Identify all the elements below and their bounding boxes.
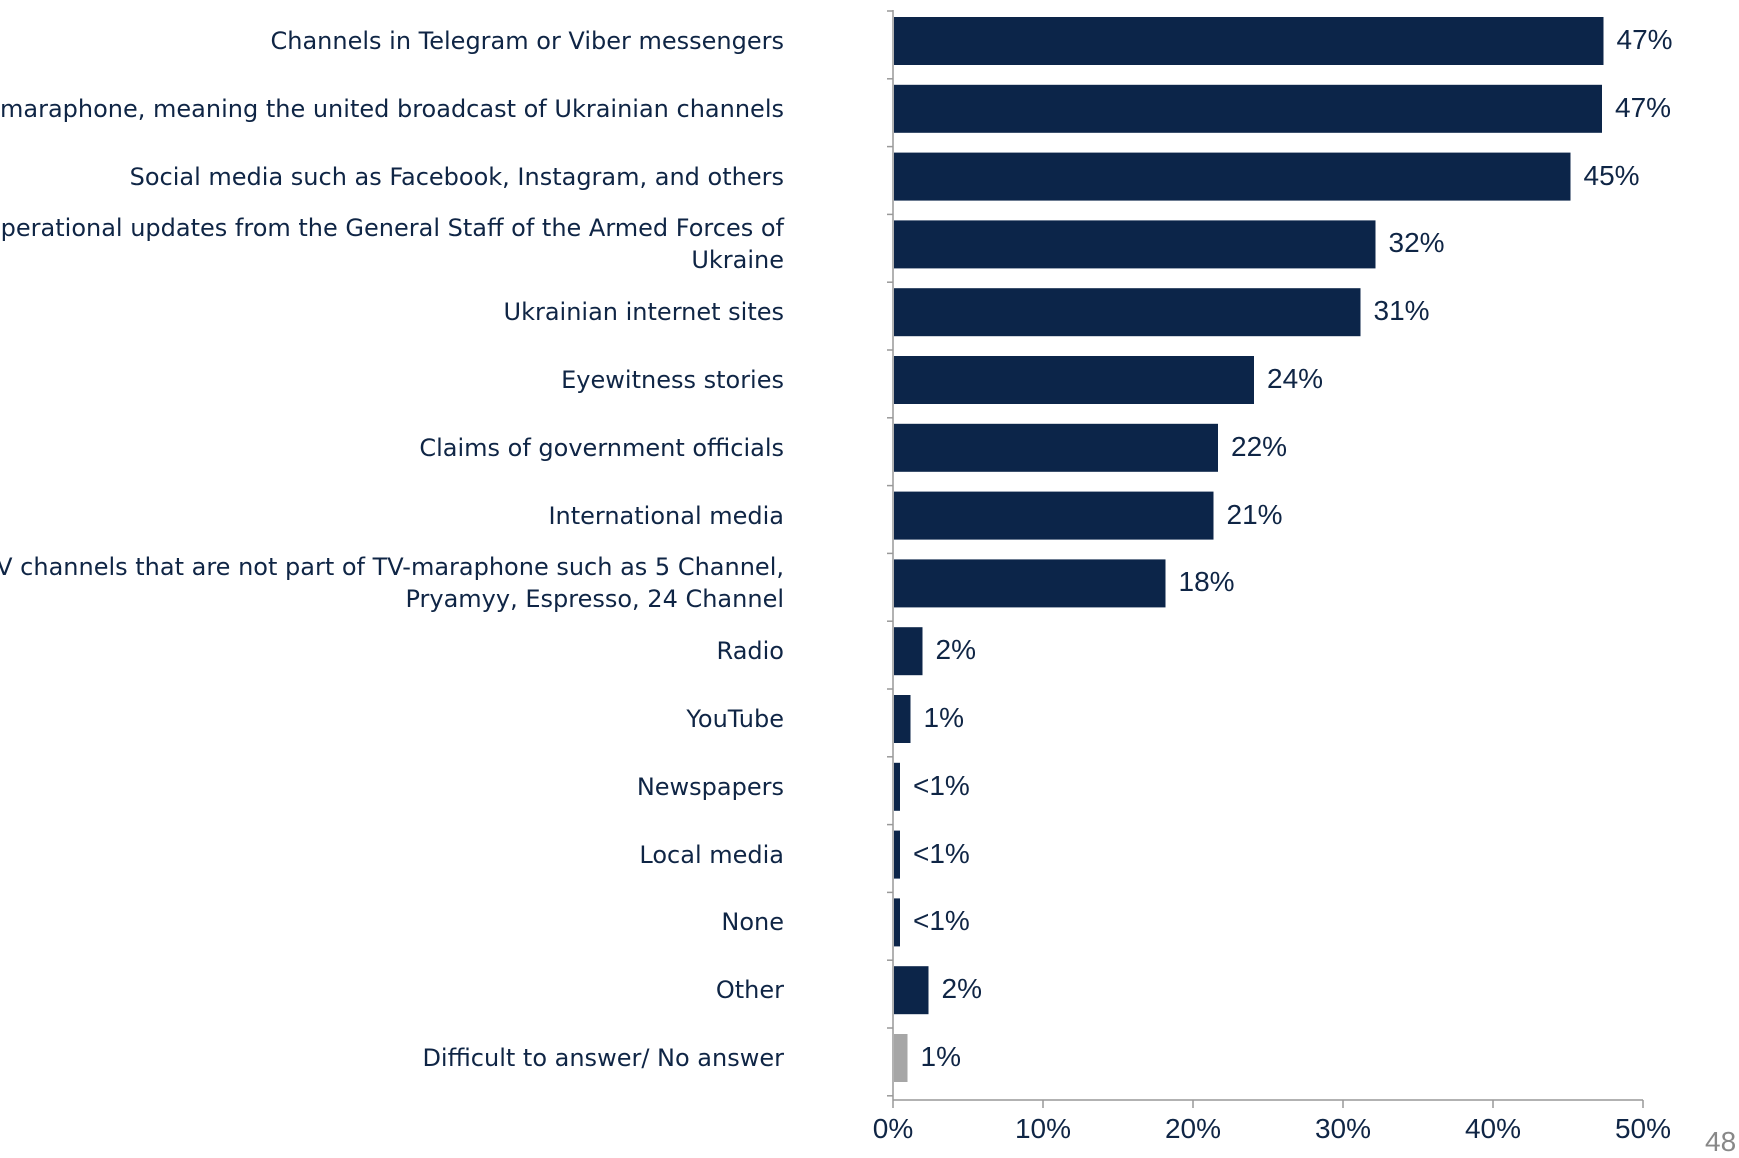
category-label-line: Claims of government officials: [419, 433, 784, 462]
value-label: <1%: [913, 905, 970, 937]
category-label: Social media such as Facebook, Instagram…: [0, 161, 784, 193]
value-label: 2%: [935, 634, 976, 666]
value-label: 18%: [1178, 566, 1235, 598]
category-label-line: None: [721, 908, 784, 937]
category-label: Other: [0, 974, 784, 1006]
category-label: Local media: [0, 839, 784, 871]
page-number: 48: [1705, 1126, 1737, 1157]
category-label-line: Other: [715, 976, 784, 1005]
category-label-line: TV-maraphone, meaning the united broadca…: [0, 94, 784, 123]
bar: [894, 966, 929, 1015]
value-label: 1%: [923, 702, 964, 733]
bar: [894, 288, 1361, 337]
category-label-line: Ukrainian internet sites: [503, 298, 785, 327]
bar: [894, 17, 1604, 65]
bar: [894, 762, 900, 811]
value-label: 47%: [1616, 24, 1673, 55]
value-label: 31%: [1373, 295, 1430, 327]
value-label: <1%: [913, 769, 970, 801]
category-label-line: Radio: [716, 637, 784, 666]
category-label-line: Difficult to answer/ No answer: [422, 1044, 784, 1072]
bar: [894, 491, 1214, 540]
category-label: TV channels that are not part of TV-mara…: [0, 551, 784, 615]
value-label: 47%: [1615, 91, 1672, 123]
x-tick-label: 40%: [1464, 1113, 1522, 1144]
bar: [894, 695, 911, 743]
category-label: Ukrainian internet sites: [0, 296, 785, 328]
category-label: YouTube: [0, 703, 784, 735]
value-label: <1%: [913, 837, 970, 869]
category-label-line: Eyewitness stories: [561, 366, 784, 394]
category-label-line: Operational updates from the General Sta…: [0, 214, 784, 243]
bar: [894, 559, 1166, 608]
bar: [894, 356, 1254, 404]
category-label-line: Local media: [639, 840, 784, 869]
category-label-line: Social media such as Facebook, Instagram…: [129, 162, 784, 191]
category-label: Newspapers: [0, 771, 784, 803]
category-label: Operational updates from the General Sta…: [0, 212, 784, 276]
category-label-line: Pryamyy, Espresso, 24 Channel: [405, 585, 784, 614]
value-label: 1%: [920, 1041, 961, 1072]
x-tick-label: 20%: [1164, 1113, 1222, 1144]
category-label: Difficult to answer/ No answer: [0, 1042, 784, 1074]
category-label: Channels in Telegram or Viber messengers: [0, 25, 784, 57]
bar: [894, 830, 900, 879]
bar: [894, 1034, 908, 1082]
value-label: 24%: [1267, 363, 1324, 394]
category-label-line: TV channels that are not part of TV-mara…: [0, 553, 784, 582]
bar: [894, 898, 900, 947]
bar: [894, 152, 1571, 201]
bar: [894, 627, 923, 676]
x-tick-label: 0%: [872, 1113, 914, 1144]
category-label: International media: [0, 500, 784, 532]
value-label: 22%: [1231, 430, 1288, 462]
value-label: 32%: [1388, 227, 1445, 259]
category-label: TV-maraphone, meaning the united broadca…: [0, 93, 784, 125]
value-label: 21%: [1226, 498, 1283, 530]
category-label: Eyewitness stories: [0, 364, 784, 396]
value-label: 2%: [941, 973, 982, 1005]
bar: [894, 220, 1376, 269]
category-label-line: Newspapers: [636, 772, 784, 801]
x-tick-label: 50%: [1614, 1113, 1672, 1144]
category-label: Claims of government officials: [0, 432, 784, 464]
category-label: Radio: [0, 635, 784, 667]
bar: [894, 84, 1602, 133]
category-label-line: Channels in Telegram or Viber messengers: [270, 27, 784, 55]
x-tick-label: 10%: [1014, 1113, 1072, 1144]
x-tick-label: 30%: [1314, 1113, 1372, 1144]
category-label-line: YouTube: [686, 705, 784, 733]
value-label: 45%: [1583, 159, 1640, 191]
category-label-line: Ukraine: [691, 246, 784, 275]
bar: [894, 423, 1218, 472]
category-label-line: International media: [548, 501, 784, 530]
category-label: None: [0, 906, 784, 938]
